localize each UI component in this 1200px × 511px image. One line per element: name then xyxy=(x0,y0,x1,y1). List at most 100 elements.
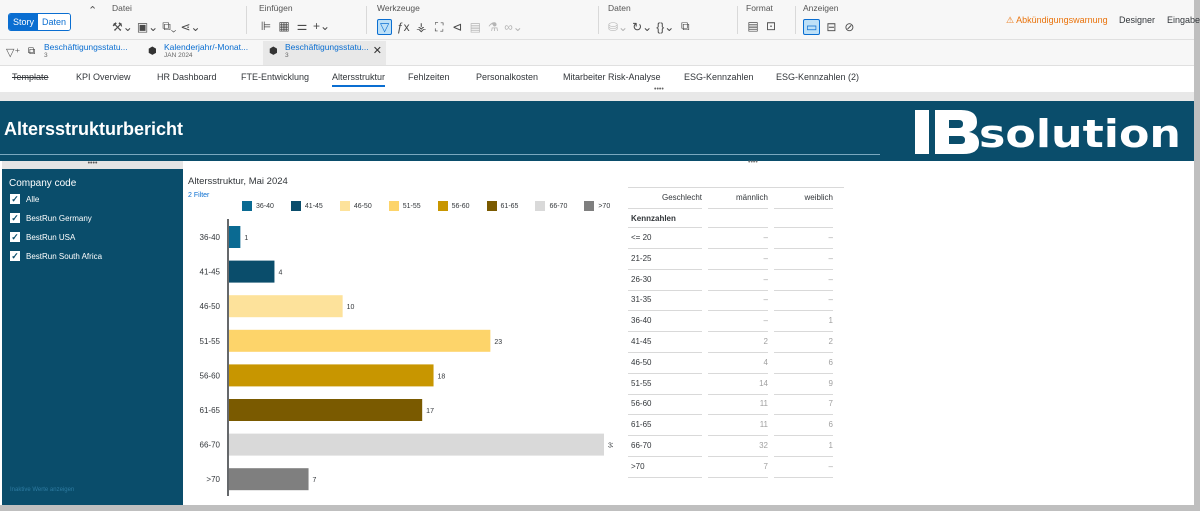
checkbox-bestrun-south-africa[interactable]: ✓ BestRun South Africa xyxy=(10,251,102,261)
filter-token-icon: ⧉ xyxy=(28,46,36,57)
table-cell-female: 1 xyxy=(828,441,833,450)
deprecation-warning-label: Abkündigungswarnung xyxy=(1016,15,1108,25)
linked-icon[interactable]: ⧉ xyxy=(681,19,690,33)
bar[interactable] xyxy=(229,329,491,352)
table-cell-male: – xyxy=(763,253,768,263)
formula-icon[interactable]: ƒx xyxy=(396,20,410,34)
header-maennlich: männlich xyxy=(735,193,768,202)
tab-template[interactable]: Template xyxy=(12,72,49,82)
checkbox-all[interactable]: ✓ Alle xyxy=(10,194,39,204)
copy-icon[interactable]: ⧉⌄ xyxy=(162,19,177,33)
close-icon[interactable]: ✕ xyxy=(372,45,382,57)
flask-icon[interactable]: ⚗ xyxy=(487,20,499,34)
filter-token[interactable]: ⬢ Beschäftigungsstatu... 3 ✕ xyxy=(263,41,386,65)
checkbox-bestrun-usa[interactable]: ✓ BestRun USA xyxy=(10,232,75,242)
scan-icon[interactable]: ⛶ xyxy=(435,19,444,34)
comment-icon[interactable]: ▭ xyxy=(803,19,821,35)
legend-swatch xyxy=(242,201,252,211)
grid-icon[interactable]: ▤ xyxy=(469,20,481,34)
tab-personalkosten[interactable]: Personalkosten xyxy=(476,72,539,82)
chart-insert-icon[interactable]: ⊫ xyxy=(260,19,272,33)
table-cell-female: – xyxy=(828,233,833,242)
filter-icon[interactable]: ▽ xyxy=(377,19,393,35)
tab-kpi-overview[interactable]: KPI Overview xyxy=(76,72,131,82)
group-anzeigen-title: Anzeigen xyxy=(803,3,839,13)
data-label: 7 xyxy=(313,477,317,484)
legend-item: 51-55 xyxy=(388,201,421,211)
collapse-toolbar-icon[interactable]: ⌃ xyxy=(88,5,98,17)
group-daten: Daten ⛁⌄ ↻⌄ {}⌄ ⧉ xyxy=(608,3,692,34)
input-control-icon[interactable]: ⚌ xyxy=(296,19,308,33)
content-resize-handle[interactable]: •••• xyxy=(183,159,1194,166)
category-label: 56-60 xyxy=(200,371,221,380)
tab-fehlzeiten[interactable]: Fehlzeiten xyxy=(408,72,450,82)
script-icon[interactable]: {}⌄ xyxy=(656,19,675,34)
share-icon[interactable]: ⋖⌄ xyxy=(180,19,201,34)
show-inactive-link[interactable]: Inaktive Werte anzeigen xyxy=(10,487,75,493)
report-title: Altersstrukturbericht xyxy=(4,119,184,139)
bar[interactable] xyxy=(229,295,343,318)
filter-funnel-icon[interactable]: ▽⁺ xyxy=(6,47,21,59)
legend-item: >70 xyxy=(584,201,610,211)
panel-resize-handle[interactable]: •••• xyxy=(2,160,183,169)
filter-token[interactable]: ⬢ Kalenderjahr/-Monat... JAN 2024 xyxy=(142,41,265,65)
refresh-icon[interactable]: ↻⌄ xyxy=(632,19,653,34)
mode-toggle[interactable]: Story Daten xyxy=(8,13,72,31)
link-icon[interactable]: ∞⌄ xyxy=(504,20,523,34)
add-icon[interactable]: +⌄ xyxy=(313,19,331,33)
chart-filter-link[interactable]: 2 Filter xyxy=(188,192,210,199)
group-einfuegen: Einfügen ⊫ ▦ ⚌ +⌄ xyxy=(259,3,330,33)
header-geschlecht: Geschlecht xyxy=(661,193,702,202)
table-cell-female: 6 xyxy=(828,420,833,430)
tab-risk-analyse[interactable]: Mitarbeiter Risk-Analyse xyxy=(563,72,661,82)
format-table-icon[interactable]: ▤ xyxy=(747,19,759,33)
hierarchy-icon[interactable]: ⚶ xyxy=(416,20,427,34)
resize-handle[interactable]: •••• xyxy=(654,86,664,93)
group-werkzeuge: Werkzeuge ▽ ƒx ⚶ ⛶ ⊲ ▤ ⚗ ∞⌄ xyxy=(377,3,523,35)
checkbox-icon[interactable]: ✓ xyxy=(10,194,20,204)
filter-token-value: JAN 2024 xyxy=(164,52,193,59)
bar[interactable] xyxy=(229,364,434,387)
filter-token[interactable]: ⧉ Beschäftigungsstatu... 3 xyxy=(22,41,145,65)
tab-fte-entwicklung[interactable]: FTE-Entwicklung xyxy=(241,72,310,82)
legend-item: 61-65 xyxy=(486,201,519,211)
table-row-label: 61-65 xyxy=(631,420,652,430)
checkbox-bestrun-germany[interactable]: ✓ BestRun Germany xyxy=(10,213,92,223)
performance-icon[interactable]: ⊘ xyxy=(844,20,855,34)
checkbox-icon[interactable]: ✓ xyxy=(10,232,20,242)
data-source-icon[interactable]: ⛁⌄ xyxy=(608,19,629,34)
save-icon[interactable]: ▣⌄ xyxy=(136,19,159,34)
deprecation-warning[interactable]: ⚠ Abkündigungswarnung xyxy=(1006,15,1108,25)
tools-icon[interactable]: ⚒⌄ xyxy=(112,19,133,34)
tab-altersstruktur[interactable]: Altersstruktur xyxy=(332,72,386,87)
legend-label: 61-65 xyxy=(500,202,519,210)
table-insert-icon[interactable]: ▦ xyxy=(278,19,290,33)
category-label: 46-50 xyxy=(200,302,221,311)
table-cell-female: 6 xyxy=(828,357,833,367)
announce-icon[interactable]: ⊲ xyxy=(452,20,463,34)
bar[interactable] xyxy=(229,433,604,456)
tab-hr-dashboard[interactable]: HR Dashboard xyxy=(157,72,217,82)
group-werkzeuge-title: Werkzeuge xyxy=(377,3,420,13)
table-cell-male: 14 xyxy=(759,378,768,388)
format-screen-icon[interactable]: ⊡ xyxy=(765,19,777,33)
table-row-label: 51-55 xyxy=(631,378,652,388)
bar[interactable] xyxy=(229,468,309,491)
checkbox-icon[interactable]: ✓ xyxy=(10,251,20,261)
designer-button[interactable]: Designer xyxy=(1119,15,1156,25)
bar[interactable] xyxy=(229,260,275,283)
bar[interactable] xyxy=(229,399,423,421)
tab-esg-kennzahlen-2[interactable]: ESG-Kennzahlen (2) xyxy=(776,72,860,82)
checkbox-icon[interactable]: ✓ xyxy=(10,213,20,223)
story-mode-button[interactable]: Story xyxy=(9,14,39,30)
table-cell-female: – xyxy=(828,295,833,305)
table-cell-male: 11 xyxy=(759,420,768,430)
layout-icon[interactable]: ⊟ xyxy=(826,20,837,34)
bar[interactable] xyxy=(229,226,241,248)
group-daten-title: Daten xyxy=(608,3,631,13)
data-mode-button[interactable]: Daten xyxy=(38,14,71,30)
input-button[interactable]: Eingabe xyxy=(1167,15,1200,25)
legend-label: >70 xyxy=(598,202,611,210)
tab-esg-kennzahlen[interactable]: ESG-Kennzahlen xyxy=(684,72,754,82)
